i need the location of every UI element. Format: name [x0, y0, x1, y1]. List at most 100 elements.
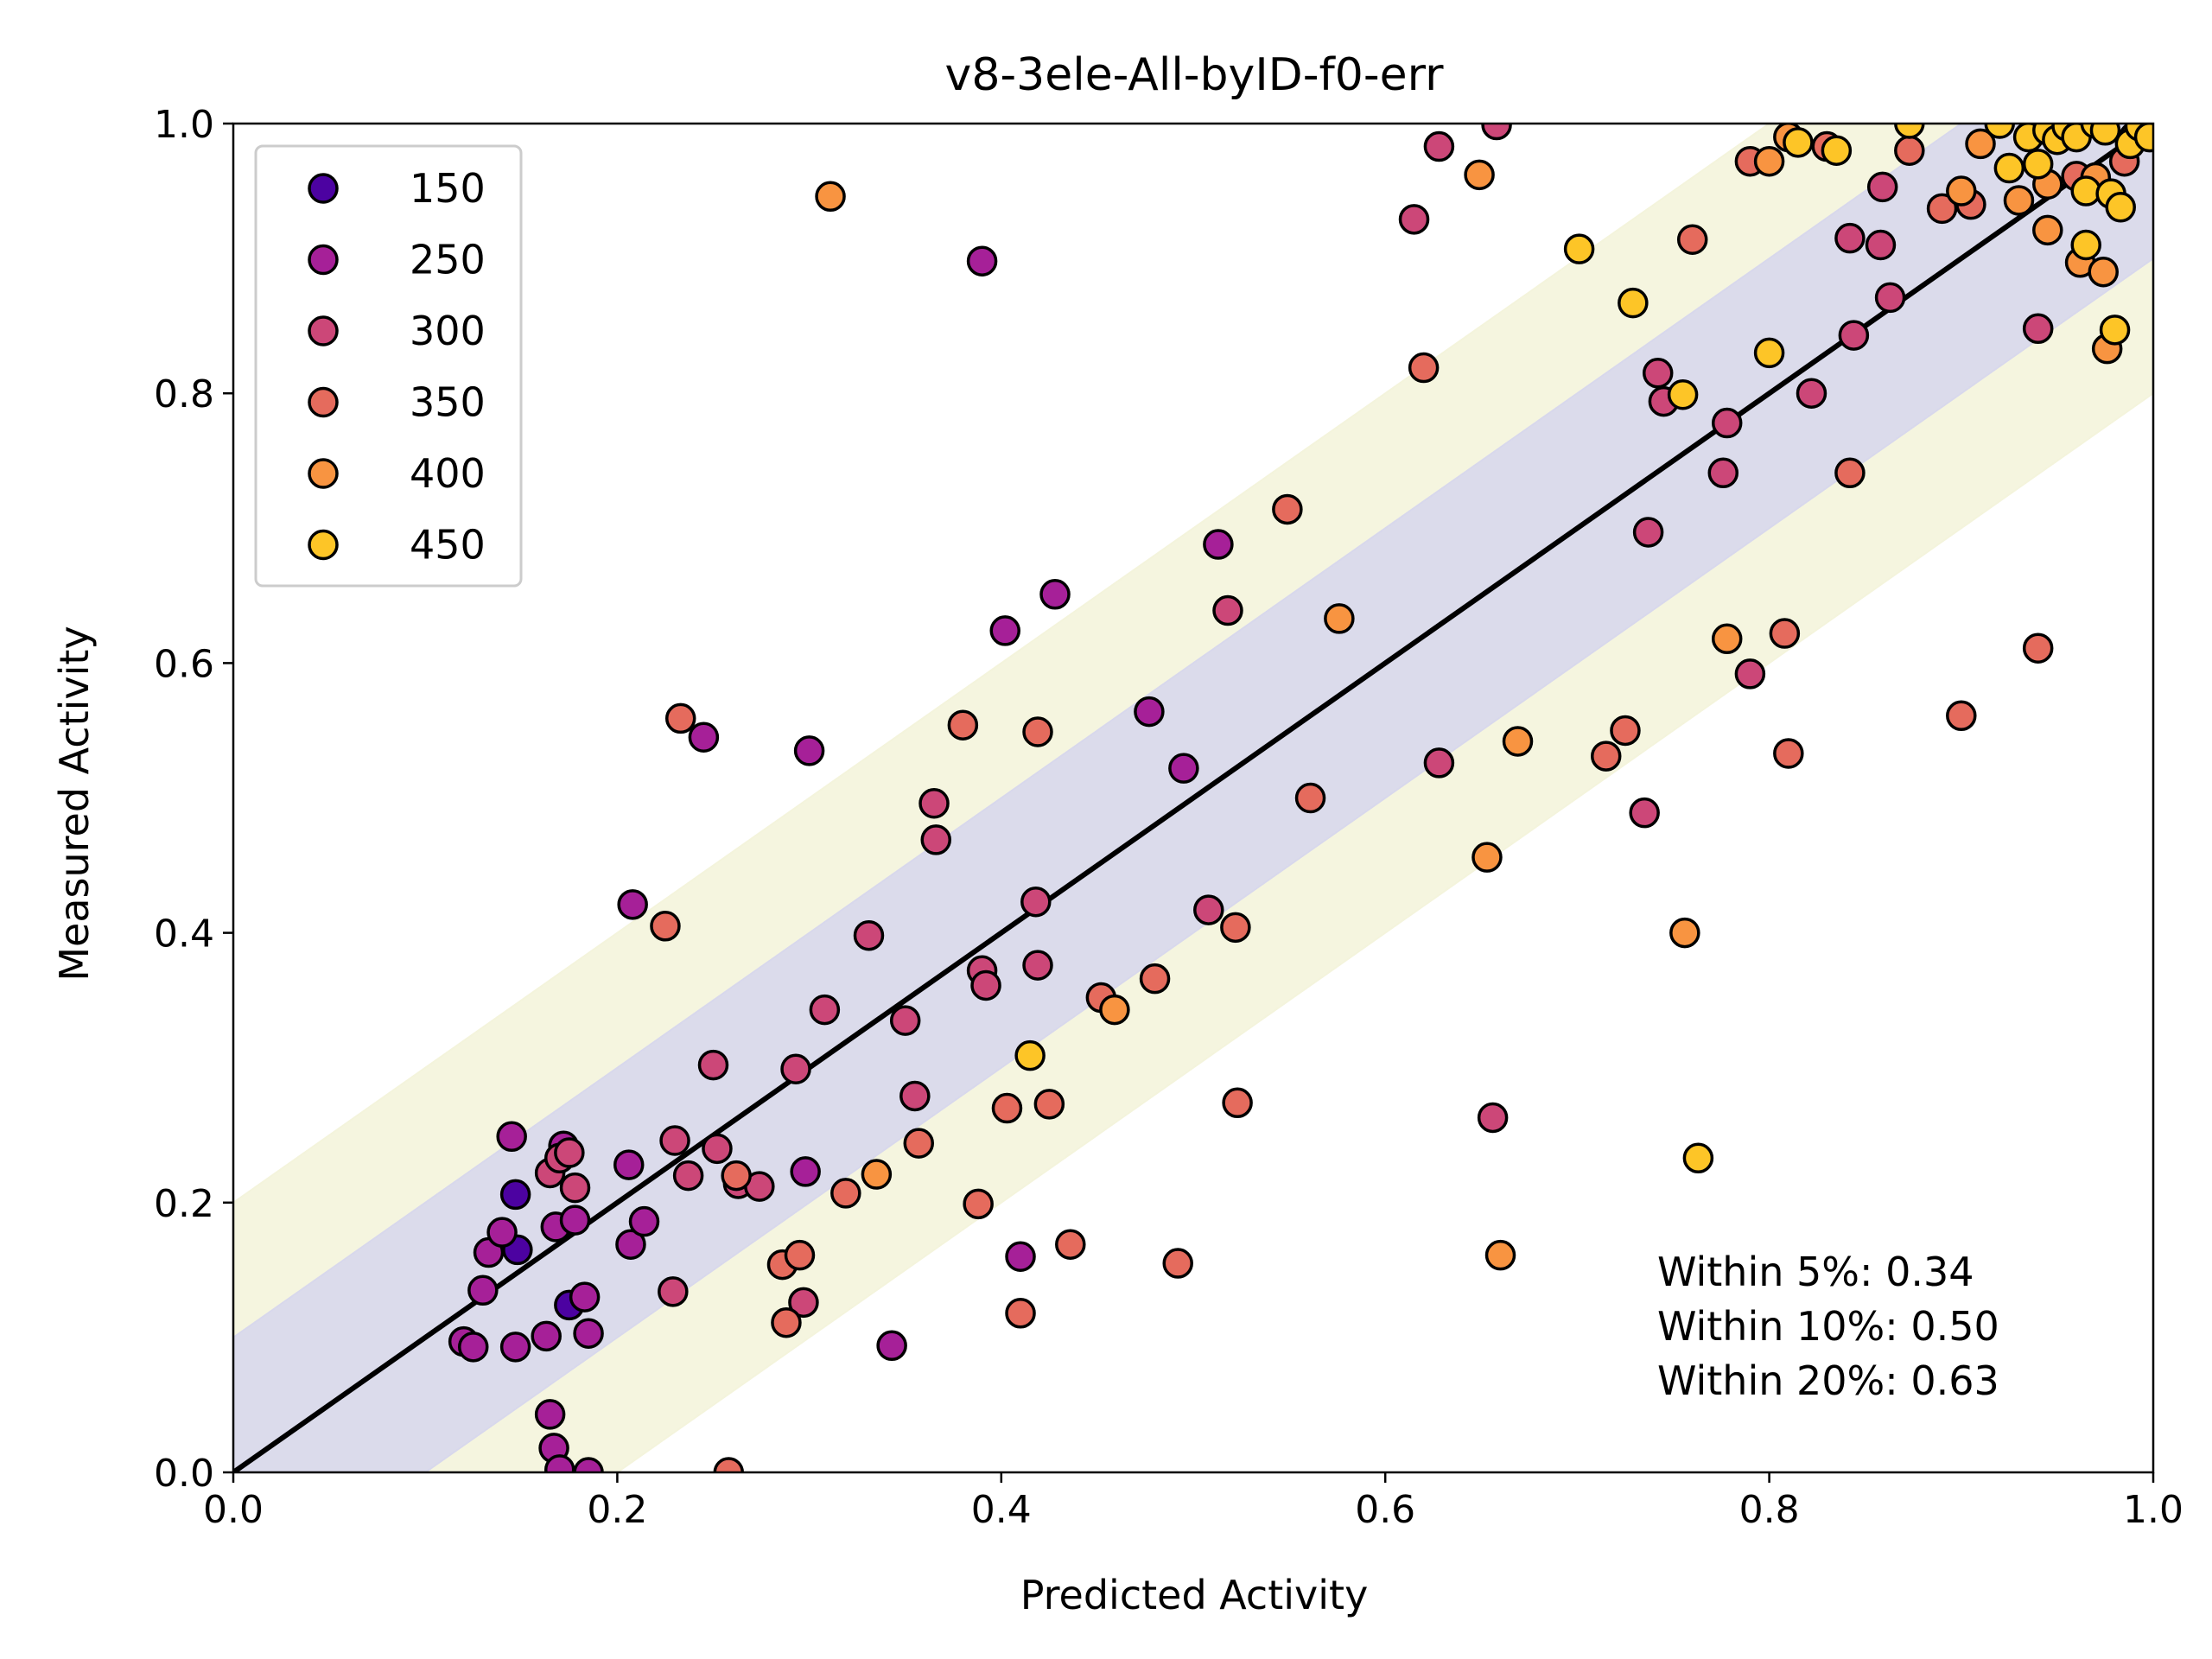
- data-point: [702, 1133, 733, 1165]
- data-point: [659, 1125, 690, 1156]
- data-point: [534, 1399, 566, 1430]
- data-point: [1220, 912, 1251, 944]
- data-point: [1033, 1089, 1065, 1120]
- legend-marker: [308, 529, 339, 561]
- x-tick-label: 0.8: [1739, 1488, 1800, 1532]
- data-point: [1477, 1102, 1509, 1134]
- identity-line: [233, 124, 2153, 1472]
- data-point: [2089, 124, 2121, 146]
- data-point: [713, 1457, 745, 1472]
- data-point: [1014, 1039, 1046, 1071]
- data-point: [658, 1276, 689, 1307]
- data-point: [1099, 994, 1130, 1026]
- data-point: [628, 1205, 660, 1237]
- data-point: [1874, 282, 1906, 314]
- data-point: [1423, 130, 1455, 162]
- data-point: [1965, 128, 1996, 160]
- data-point: [1676, 224, 1708, 255]
- data-point: [1865, 229, 1897, 261]
- data-point: [1946, 175, 1977, 207]
- data-point: [947, 709, 979, 741]
- data-point: [1711, 623, 1743, 655]
- data-point: [1162, 1248, 1193, 1279]
- legend-marker: [308, 315, 339, 346]
- data-point: [903, 1128, 935, 1159]
- data-point: [664, 702, 696, 734]
- data-point: [790, 1156, 821, 1187]
- data-point: [1946, 700, 1977, 732]
- data-point: [920, 824, 952, 855]
- data-point: [2022, 632, 2054, 664]
- x-tick-label: 1.0: [2123, 1488, 2183, 1532]
- y-tick-label: 0.0: [154, 1452, 214, 1496]
- data-point: [617, 889, 648, 920]
- data-point: [1022, 950, 1053, 981]
- data-point: [809, 994, 841, 1026]
- stats-line: Within 5%: 0.34: [1657, 1249, 1974, 1295]
- data-point: [1834, 222, 1866, 254]
- data-point: [1734, 658, 1766, 690]
- legend-marker: [308, 173, 339, 204]
- data-point: [2099, 315, 2131, 346]
- data-point: [1168, 753, 1199, 784]
- y-tick-label: 1.0: [154, 103, 214, 147]
- data-point: [1838, 320, 1870, 351]
- data-point: [1667, 379, 1699, 410]
- data-point: [499, 1332, 531, 1363]
- data-point: [991, 1092, 1023, 1124]
- data-point: [697, 1049, 729, 1081]
- plot-area: 0.0 0.2 0.4 0.6 0.8 1.0 0.0 0.2 0.4 0.6 0.8 1.0: [154, 103, 2183, 1532]
- stats-line: Within 10%: 0.50: [1657, 1303, 1999, 1350]
- data-point: [2133, 124, 2153, 153]
- data-point: [784, 1239, 816, 1271]
- data-point: [1769, 618, 1801, 649]
- data-point: [1464, 159, 1495, 191]
- data-point: [1212, 594, 1243, 626]
- data-point: [1753, 145, 1785, 177]
- data-point: [1707, 457, 1739, 489]
- data-point: [554, 1137, 585, 1168]
- series-450: [1014, 124, 2153, 1174]
- data-point: [2003, 185, 2035, 216]
- x-axis-label: Predicted Activity: [1020, 1572, 1369, 1618]
- data-point: [1629, 797, 1660, 829]
- data-point: [815, 181, 846, 213]
- data-point: [788, 1287, 819, 1319]
- data-point: [963, 1188, 994, 1220]
- data-point: [1821, 135, 1853, 166]
- data-point: [2105, 192, 2136, 223]
- legend: 150 250 300 350 400 450: [254, 144, 523, 588]
- y-axis-label: Measured Activity: [51, 626, 98, 981]
- data-point: [899, 1080, 931, 1112]
- x-tick-label: 0.2: [587, 1488, 647, 1532]
- y-tick-label: 0.8: [154, 372, 214, 416]
- data-point: [1993, 152, 2025, 184]
- data-point: [918, 787, 950, 819]
- axes-frame: [232, 122, 2155, 1474]
- data-point: [613, 1149, 645, 1180]
- data-point: [1894, 124, 1925, 139]
- data-point: [1783, 127, 1814, 158]
- data-point: [1324, 603, 1355, 634]
- data-point: [771, 1306, 802, 1338]
- data-point: [970, 969, 1001, 1001]
- data-point: [1193, 894, 1224, 925]
- data-point: [1481, 124, 1512, 141]
- legend-label: 450: [410, 522, 486, 569]
- data-point: [531, 1320, 562, 1352]
- data-point: [1005, 1298, 1036, 1329]
- data-point: [2070, 175, 2101, 207]
- legend-label: 250: [410, 237, 486, 283]
- data-point: [1618, 287, 1649, 319]
- data-point: [573, 1318, 604, 1349]
- data-point: [2088, 256, 2119, 288]
- data-point: [1039, 579, 1071, 610]
- legend-box: [254, 144, 523, 588]
- data-point: [1590, 741, 1622, 772]
- legend-label: 300: [410, 308, 486, 354]
- data-point: [1022, 716, 1053, 747]
- data-point: [1866, 171, 1898, 203]
- data-point: [721, 1160, 752, 1192]
- y-tick-label: 0.6: [154, 642, 214, 686]
